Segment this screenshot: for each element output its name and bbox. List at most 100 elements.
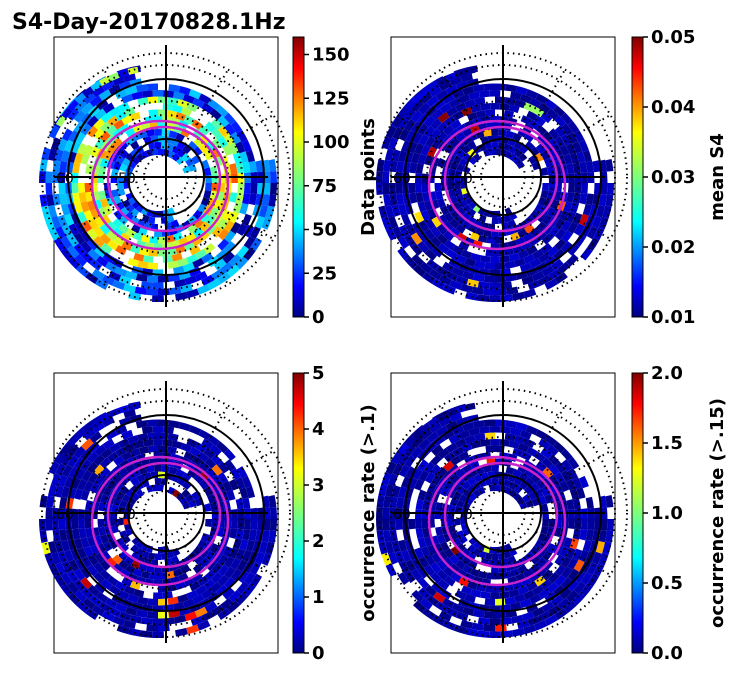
data-cell — [483, 611, 495, 619]
data-cell — [436, 157, 446, 168]
data-cell — [566, 163, 575, 174]
data-cell — [181, 488, 191, 498]
data-cell — [135, 547, 145, 557]
data-cell — [510, 232, 521, 242]
data-cell — [191, 491, 201, 501]
magnetic-contour — [443, 461, 559, 569]
data-cell — [421, 183, 429, 193]
data-cell — [546, 581, 559, 594]
data-cell — [392, 126, 404, 140]
data-cell — [211, 454, 223, 466]
data-cell — [118, 140, 129, 151]
radial-spoke — [102, 209, 148, 287]
data-cell — [427, 208, 437, 220]
data-cell — [401, 549, 412, 563]
data-cell — [119, 207, 130, 217]
data-cell — [520, 577, 532, 587]
data-cell — [456, 568, 468, 579]
data-cell — [125, 606, 138, 617]
data-cell — [462, 421, 475, 432]
data-cell — [595, 205, 606, 218]
data-cell — [582, 150, 593, 163]
data-cell — [220, 597, 234, 611]
data-cell — [530, 554, 541, 565]
data-cell — [201, 252, 214, 264]
data-cell — [554, 554, 566, 567]
data-cell — [72, 528, 81, 540]
colorbar-label: occurrence rate (>.15) — [707, 398, 728, 628]
data-cell — [585, 529, 594, 542]
data-cell — [68, 466, 80, 479]
data-cell — [130, 552, 140, 562]
data-cell — [472, 273, 485, 282]
radial-spoke — [198, 113, 276, 159]
data-cell — [217, 271, 231, 284]
data-cell — [484, 262, 495, 270]
data-cell — [198, 429, 211, 441]
data-cell — [172, 489, 181, 498]
data-cell — [525, 425, 539, 436]
data-cell — [437, 550, 449, 562]
data-cell — [460, 442, 473, 453]
data-cell — [174, 614, 187, 624]
data-cell — [41, 147, 51, 161]
data-cell — [423, 115, 436, 128]
data-cell — [100, 111, 113, 124]
data-cell — [145, 129, 155, 137]
data-cell — [585, 496, 594, 509]
data-cell — [448, 504, 457, 513]
data-cell — [232, 152, 242, 164]
data-cell — [71, 519, 79, 530]
radial-spoke — [184, 209, 230, 287]
data-cell — [495, 148, 501, 156]
data-cell — [460, 106, 473, 117]
data-cell — [572, 498, 581, 510]
data-cell — [148, 249, 158, 257]
data-cell — [495, 83, 507, 91]
data-cell — [553, 482, 563, 494]
data-cell — [211, 604, 225, 617]
data-cell — [176, 140, 186, 150]
data-cell — [87, 584, 101, 597]
colorbar-tick-label: 50 — [312, 220, 337, 241]
data-cell — [561, 123, 573, 136]
data-cell — [445, 270, 459, 282]
data-cell — [477, 486, 486, 495]
data-cell — [470, 104, 482, 114]
data-cell — [236, 245, 250, 259]
data-cell — [559, 546, 570, 558]
data-cell — [226, 264, 240, 278]
data-cell — [519, 480, 529, 491]
data-cell — [215, 441, 229, 454]
data-cell — [175, 627, 188, 637]
data-cell — [495, 419, 507, 427]
data-cell — [419, 422, 431, 434]
data-cell — [548, 572, 560, 584]
data-cell — [80, 153, 90, 165]
data-cell — [67, 99, 79, 112]
data-cell — [477, 617, 490, 625]
data-cell — [420, 144, 431, 156]
data-cell — [443, 460, 455, 472]
data-cell — [140, 234, 151, 243]
data-cell — [398, 128, 410, 142]
data-cell — [427, 544, 437, 556]
data-cell — [383, 495, 392, 508]
data-cell — [423, 228, 436, 241]
data-cell — [129, 112, 141, 122]
data-cell — [261, 530, 270, 543]
data-cell — [430, 562, 442, 574]
data-cell — [424, 584, 438, 597]
data-cell — [396, 160, 405, 173]
data-cell — [166, 143, 175, 152]
data-cell — [112, 497, 122, 507]
data-cell — [415, 528, 424, 539]
data-cell — [117, 438, 130, 449]
data-cell — [111, 525, 120, 534]
data-cell — [89, 594, 103, 607]
data-cell — [96, 543, 107, 554]
data-cell — [520, 241, 532, 251]
data-cell — [204, 121, 217, 133]
data-cell — [52, 519, 60, 531]
